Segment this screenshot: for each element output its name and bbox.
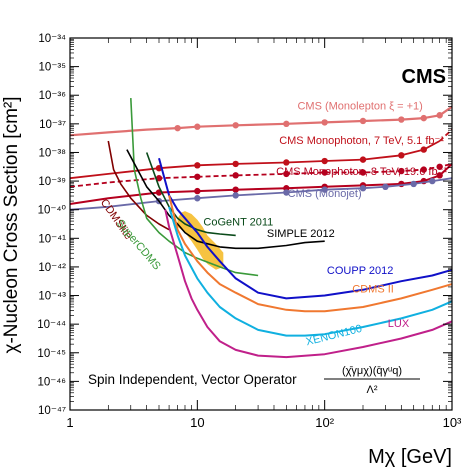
- series-point-cms-monolepton-1: [174, 124, 181, 132]
- series-point-cms-monophoton-7-tev-5-1-fb: [420, 146, 427, 153]
- series-line-cogent-2011: [145, 152, 236, 237]
- series-label-xenon100: XENON100: [305, 323, 364, 349]
- y-tick-label: 10⁻⁴³: [38, 291, 66, 303]
- series-line-simple-2012: [126, 149, 325, 250]
- series-point-cms-monophoton-8-tev-19-6-fb: [283, 170, 290, 178]
- series-label-lux: LUX: [388, 318, 410, 330]
- y-tick-label: 10⁻³⁷: [39, 119, 66, 131]
- series-point-cms-monolepton-1: [194, 123, 201, 130]
- footnote-denominator: Λ²: [366, 384, 377, 396]
- x-tick-label: 10²: [315, 415, 334, 430]
- series-point-cms-monophoton-8-tev-19-6-fb-solid: [436, 172, 443, 179]
- y-tick-label: 10⁻³⁶: [39, 90, 67, 102]
- plot-layer: CMS (Monolepton ξ = +1) CMS Monophoton, 7…: [69, 98, 453, 359]
- y-tick-label: 10⁻⁴²: [38, 262, 66, 274]
- series-label-cogent-2011: CoGeNT 2011: [203, 216, 273, 228]
- series-point-cms-monolepton-1: [359, 117, 367, 125]
- series-line-lux: [164, 209, 453, 359]
- series-label-cms-monolepton-1: CMS (Monolepton ξ = +1): [297, 101, 422, 113]
- y-tick-label: 10⁻⁴⁰: [38, 205, 67, 217]
- series-point-cms-monophoton-7-tev-5-1-fb: [194, 162, 201, 169]
- series-point-cms-monophoton-8-tev-19-6-fb: [194, 173, 201, 180]
- series-point-cms-monolepton-1: [321, 119, 328, 126]
- x-axis-label: Mχ [GeV]: [368, 446, 452, 468]
- footnote: Spin Independent, Vector Operator (χ̄γμχ…: [88, 365, 420, 396]
- series-label-supercdms: SuperCDMS: [114, 217, 163, 272]
- x-tick-label: 1: [66, 415, 73, 430]
- y-axis-label: χ-Nucleon Cross Section [cm²]: [1, 96, 22, 353]
- y-tick-label: 10⁻⁴⁷: [38, 405, 66, 417]
- series-line-supercdms: [130, 98, 259, 277]
- footnote-text: Spin Independent, Vector Operator: [88, 372, 297, 387]
- series-point-cms-monojet: [382, 183, 389, 190]
- y-tick-label: 10⁻⁴⁵: [37, 348, 66, 360]
- series-point-cms-monolepton-1: [436, 112, 443, 119]
- series-label-simple-2012: SIMPLE 2012: [267, 228, 335, 240]
- series-point-cms-monojet: [410, 180, 417, 188]
- axis-layer: 10⁻³⁴ 10⁻³⁵ 10⁻³⁶ 10⁻³⁷ 10⁻³⁸ 10⁻³⁹ 10⁻⁴⁰ 10⁻⁴¹…: [37, 33, 462, 430]
- series-point-cms-monophoton-8-tev-19-6-fb: [436, 163, 443, 170]
- series-point-cms-monojet: [321, 186, 328, 193]
- series-label-cms-monojet: CMS (Monojet): [288, 188, 362, 200]
- series-line-xenon100: [168, 206, 453, 337]
- series-point-cms-monophoton-8-tev-19-6-fb: [359, 169, 367, 176]
- series-point-cms-monojet: [359, 185, 367, 192]
- series-label-coupp-2012: COUPP 2012: [327, 265, 393, 277]
- series-point-cms-monophoton-7-tev-5-1-fb: [359, 156, 367, 163]
- plot-frame: [69, 37, 453, 411]
- series-point-cms-monophoton-8-tev-19-6-fb: [232, 172, 239, 179]
- y-tick-label: 10⁻³⁸: [38, 147, 66, 159]
- series-point-cms-monolepton-1: [283, 120, 290, 128]
- series-point-cms-monojet: [194, 195, 201, 202]
- series-point-cms-monophoton-8-tev-19-6-fb: [420, 166, 427, 173]
- y-tick-label: 10⁻⁴¹: [38, 233, 66, 245]
- footnote-numerator: (χ̄γμχ)(q̄γᵘq): [342, 365, 402, 377]
- series-point-cms-monojet: [283, 189, 290, 196]
- series-point-cms-monophoton-8-tev-19-6-fb-solid: [232, 186, 239, 193]
- series-point-cms-monophoton-7-tev-5-1-fb: [232, 160, 239, 168]
- series-point-cms-monophoton-8-tev-19-6-fb: [321, 169, 328, 176]
- cms-badge: CMS: [402, 66, 446, 88]
- series-point-cms-monophoton-7-tev-5-1-fb: [321, 157, 328, 165]
- x-tick-label: 10: [190, 415, 204, 430]
- series-extension-cms-monophoton-7-tev-5-1-fb: [439, 128, 453, 142]
- series-point-cms-monophoton-8-tev-19-6-fb-solid: [194, 187, 201, 195]
- series-point-cms-monojet: [232, 192, 239, 199]
- series-point-cms-monojet: [429, 177, 436, 185]
- y-tick-label: 10⁻³⁹: [38, 176, 66, 188]
- series-label-cms-monophoton-8-tev-19-6-fb: CMS Monophoton, 8 TeV, 19.6 fb⁻¹: [276, 166, 447, 178]
- series-point-cms-monolepton-1: [232, 122, 239, 129]
- series-line-coupp-2012: [158, 157, 453, 300]
- series-point-cms-monophoton-8-tev-19-6-fb: [398, 167, 405, 175]
- series-line-cdms-ii: [168, 195, 453, 313]
- series-label-cms-monophoton-7-tev-5-1-fb: CMS Monophoton, 7 TeV, 5.1 fb⁻¹: [279, 135, 444, 147]
- series-line-cms-monophoton-8-tev-19-6-fb: [69, 163, 453, 188]
- y-tick-label: 10⁻⁴⁶: [37, 376, 66, 388]
- x-tick-label: 10³: [443, 415, 462, 430]
- y-tick-label: 10⁻³⁴: [38, 33, 66, 45]
- series-point-cms-monolepton-1: [420, 114, 427, 122]
- y-tick-label: 10⁻³⁵: [39, 62, 67, 74]
- y-tick-label: 10⁻⁴⁴: [37, 319, 66, 331]
- series-line-cdmslite: [107, 140, 170, 231]
- series-point-cms-monolepton-1: [398, 116, 405, 123]
- series-point-cms-monophoton-7-tev-5-1-fb: [398, 152, 405, 159]
- series-label-cdms-ii: CDMS II: [352, 284, 394, 296]
- series-point-cms-monophoton-7-tev-5-1-fb: [283, 159, 290, 166]
- series-point-cms-monophoton-8-tev-19-6-fb: [155, 175, 163, 182]
